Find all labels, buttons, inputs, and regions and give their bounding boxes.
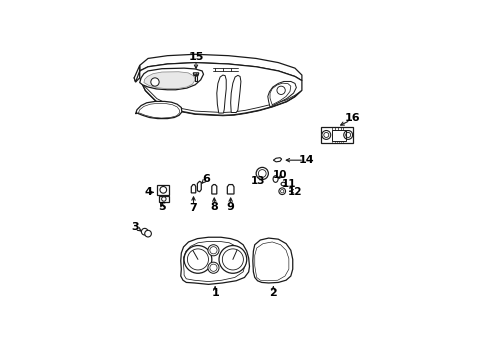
Circle shape [150, 78, 159, 86]
Text: 12: 12 [287, 187, 302, 197]
Polygon shape [216, 75, 226, 113]
Circle shape [141, 228, 148, 235]
Circle shape [343, 131, 352, 139]
Polygon shape [191, 185, 195, 193]
Ellipse shape [272, 176, 278, 183]
Polygon shape [193, 73, 198, 76]
Circle shape [278, 188, 285, 194]
Polygon shape [143, 72, 195, 89]
Text: 2: 2 [269, 288, 277, 298]
Text: 15: 15 [188, 52, 203, 62]
Polygon shape [252, 238, 292, 283]
Circle shape [207, 262, 219, 273]
Text: 11: 11 [282, 179, 296, 189]
Text: 4: 4 [144, 187, 152, 197]
Text: 5: 5 [158, 202, 166, 212]
Bar [321, 127, 352, 143]
Text: 6: 6 [202, 174, 210, 184]
Circle shape [183, 246, 211, 273]
Bar [158, 195, 169, 202]
Polygon shape [211, 185, 216, 194]
Polygon shape [227, 185, 233, 194]
Text: 3: 3 [131, 222, 138, 232]
Bar [331, 130, 346, 141]
Circle shape [276, 86, 285, 94]
Polygon shape [181, 237, 249, 284]
Circle shape [321, 131, 330, 139]
Text: 9: 9 [226, 202, 234, 212]
Text: 14: 14 [298, 155, 313, 165]
Ellipse shape [281, 182, 285, 186]
Polygon shape [197, 181, 201, 192]
Text: 1: 1 [211, 288, 219, 298]
Circle shape [256, 167, 268, 180]
Polygon shape [267, 81, 296, 107]
Circle shape [219, 246, 246, 273]
Bar [157, 185, 169, 195]
Polygon shape [273, 158, 281, 162]
Text: 13: 13 [250, 176, 265, 186]
Circle shape [144, 230, 151, 237]
Text: 16: 16 [344, 113, 360, 123]
Polygon shape [230, 75, 241, 112]
Text: 10: 10 [273, 170, 287, 180]
Polygon shape [134, 63, 301, 115]
Circle shape [207, 245, 219, 256]
Text: 8: 8 [210, 202, 218, 212]
Polygon shape [140, 68, 203, 90]
Polygon shape [135, 102, 182, 118]
Text: 7: 7 [189, 203, 197, 213]
